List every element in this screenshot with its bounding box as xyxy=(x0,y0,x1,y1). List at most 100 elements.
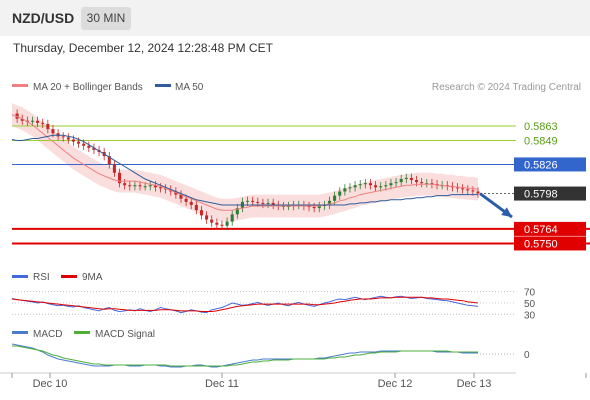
macd-signal-legend-swatch xyxy=(74,331,90,334)
candle-body xyxy=(194,204,198,211)
rsi-line xyxy=(11,295,479,314)
candle-body xyxy=(61,136,65,138)
candle-body xyxy=(440,185,444,187)
candle-body xyxy=(256,201,260,203)
rsi-tick-50: 50 xyxy=(524,299,536,310)
candle-body xyxy=(379,186,383,188)
candle-body xyxy=(327,200,332,205)
ma50-legend-label: MA 50 xyxy=(175,82,204,93)
candle-body xyxy=(199,210,204,216)
projection-arrow-head xyxy=(501,207,512,218)
candle-body xyxy=(112,164,116,173)
candle-body xyxy=(333,195,337,201)
ma20-legend-swatch xyxy=(12,84,28,87)
candle-body xyxy=(445,185,449,187)
macd-signal-line xyxy=(12,345,478,367)
candle-body xyxy=(235,208,239,215)
candle-body xyxy=(133,185,137,187)
x-tick-label: Dec 13 xyxy=(457,378,492,390)
candle-body xyxy=(92,147,96,150)
candle-body xyxy=(71,139,75,142)
candle-body xyxy=(455,187,460,189)
level-tag-0.5764 xyxy=(514,221,586,236)
candle-body xyxy=(118,172,122,184)
candle-body xyxy=(220,224,224,226)
level-label-0.5764: 0.5764 xyxy=(524,224,558,236)
candle-body xyxy=(30,120,35,122)
rsi-tick-30: 30 xyxy=(524,310,536,321)
candle-body xyxy=(66,137,70,140)
candle-body xyxy=(363,183,367,185)
level-tag-0.5826 xyxy=(514,157,586,172)
chart-svg: 0.5863 0.5849 0.5826 0.5798 0.5764 0.5750 705… xyxy=(0,82,590,390)
level-label-0.5798: 0.5798 xyxy=(524,189,558,201)
candle-body xyxy=(266,202,270,204)
research-credit: Research © 2024 Trading Central xyxy=(432,82,581,93)
candle-body xyxy=(425,183,429,185)
x-tick-label: Dec 10 xyxy=(33,378,68,390)
candle-body xyxy=(205,215,209,220)
candle-body xyxy=(20,118,24,121)
candle-body xyxy=(51,129,55,134)
candle-body xyxy=(123,183,127,186)
level-tag-0.5750 xyxy=(514,236,586,251)
macd-legend-swatch xyxy=(12,331,28,334)
candle-body xyxy=(225,221,229,226)
candle-body xyxy=(143,186,147,188)
rsi-legend-swatch xyxy=(12,275,28,278)
candle-body xyxy=(338,191,342,196)
candle-body xyxy=(138,185,142,187)
candle-body xyxy=(358,184,362,186)
candle-body xyxy=(430,183,434,185)
macd-panel: 0 xyxy=(11,343,530,368)
interval-button[interactable]: 30 MIN xyxy=(81,7,131,30)
x-tick-label: Dec 11 xyxy=(205,378,239,390)
candle-body xyxy=(286,206,291,208)
candle-body xyxy=(189,201,193,205)
candle-body xyxy=(476,191,480,194)
nine-ma-line xyxy=(11,296,479,312)
candle-body xyxy=(215,222,219,225)
candle-body xyxy=(82,143,86,146)
ma20-legend-label: MA 20 + Bollinger Bands xyxy=(33,82,143,93)
candle-body xyxy=(461,188,465,190)
candle-body xyxy=(343,188,347,192)
chart-header: NZD/USD 30 MIN xyxy=(0,0,590,36)
candle-body xyxy=(210,219,214,223)
candle-body xyxy=(312,207,316,209)
candle-body xyxy=(394,182,398,184)
macd-signal-legend-label: MACD Signal xyxy=(95,329,155,340)
candle-body xyxy=(404,177,408,179)
candle-body xyxy=(307,206,311,208)
ma50-legend-swatch xyxy=(155,84,171,87)
candle-body xyxy=(158,187,163,189)
price-panel: 0.5863 0.5849 0.5826 0.5798 0.5764 0.5750 xyxy=(11,103,590,251)
candle-body xyxy=(353,185,357,188)
candle-body xyxy=(184,198,188,202)
candle-body xyxy=(36,120,40,123)
level-tag-0.5798 xyxy=(514,186,586,201)
candle-body xyxy=(389,183,393,186)
candle-body xyxy=(271,202,275,205)
candle-body xyxy=(466,189,470,191)
candle-body xyxy=(368,183,372,186)
nine-ma-legend-swatch xyxy=(61,275,77,278)
x-tick-label: Dec 12 xyxy=(378,378,413,390)
candle-body xyxy=(251,200,255,202)
candle-body xyxy=(77,141,81,144)
x-axis: Dec 10 Dec 11 Dec 12 Dec 13 xyxy=(0,372,587,390)
candle-body xyxy=(148,185,152,187)
candle-body xyxy=(374,185,378,188)
candle-body xyxy=(420,182,424,184)
candle-body xyxy=(261,202,265,204)
candle-body xyxy=(153,185,157,188)
candle-body xyxy=(128,185,132,187)
candle-body xyxy=(384,185,388,187)
candle-body xyxy=(281,206,285,208)
ma20-line xyxy=(11,114,479,211)
candle-body xyxy=(46,123,50,130)
candle-body xyxy=(471,190,475,192)
bollinger-band xyxy=(12,103,478,222)
